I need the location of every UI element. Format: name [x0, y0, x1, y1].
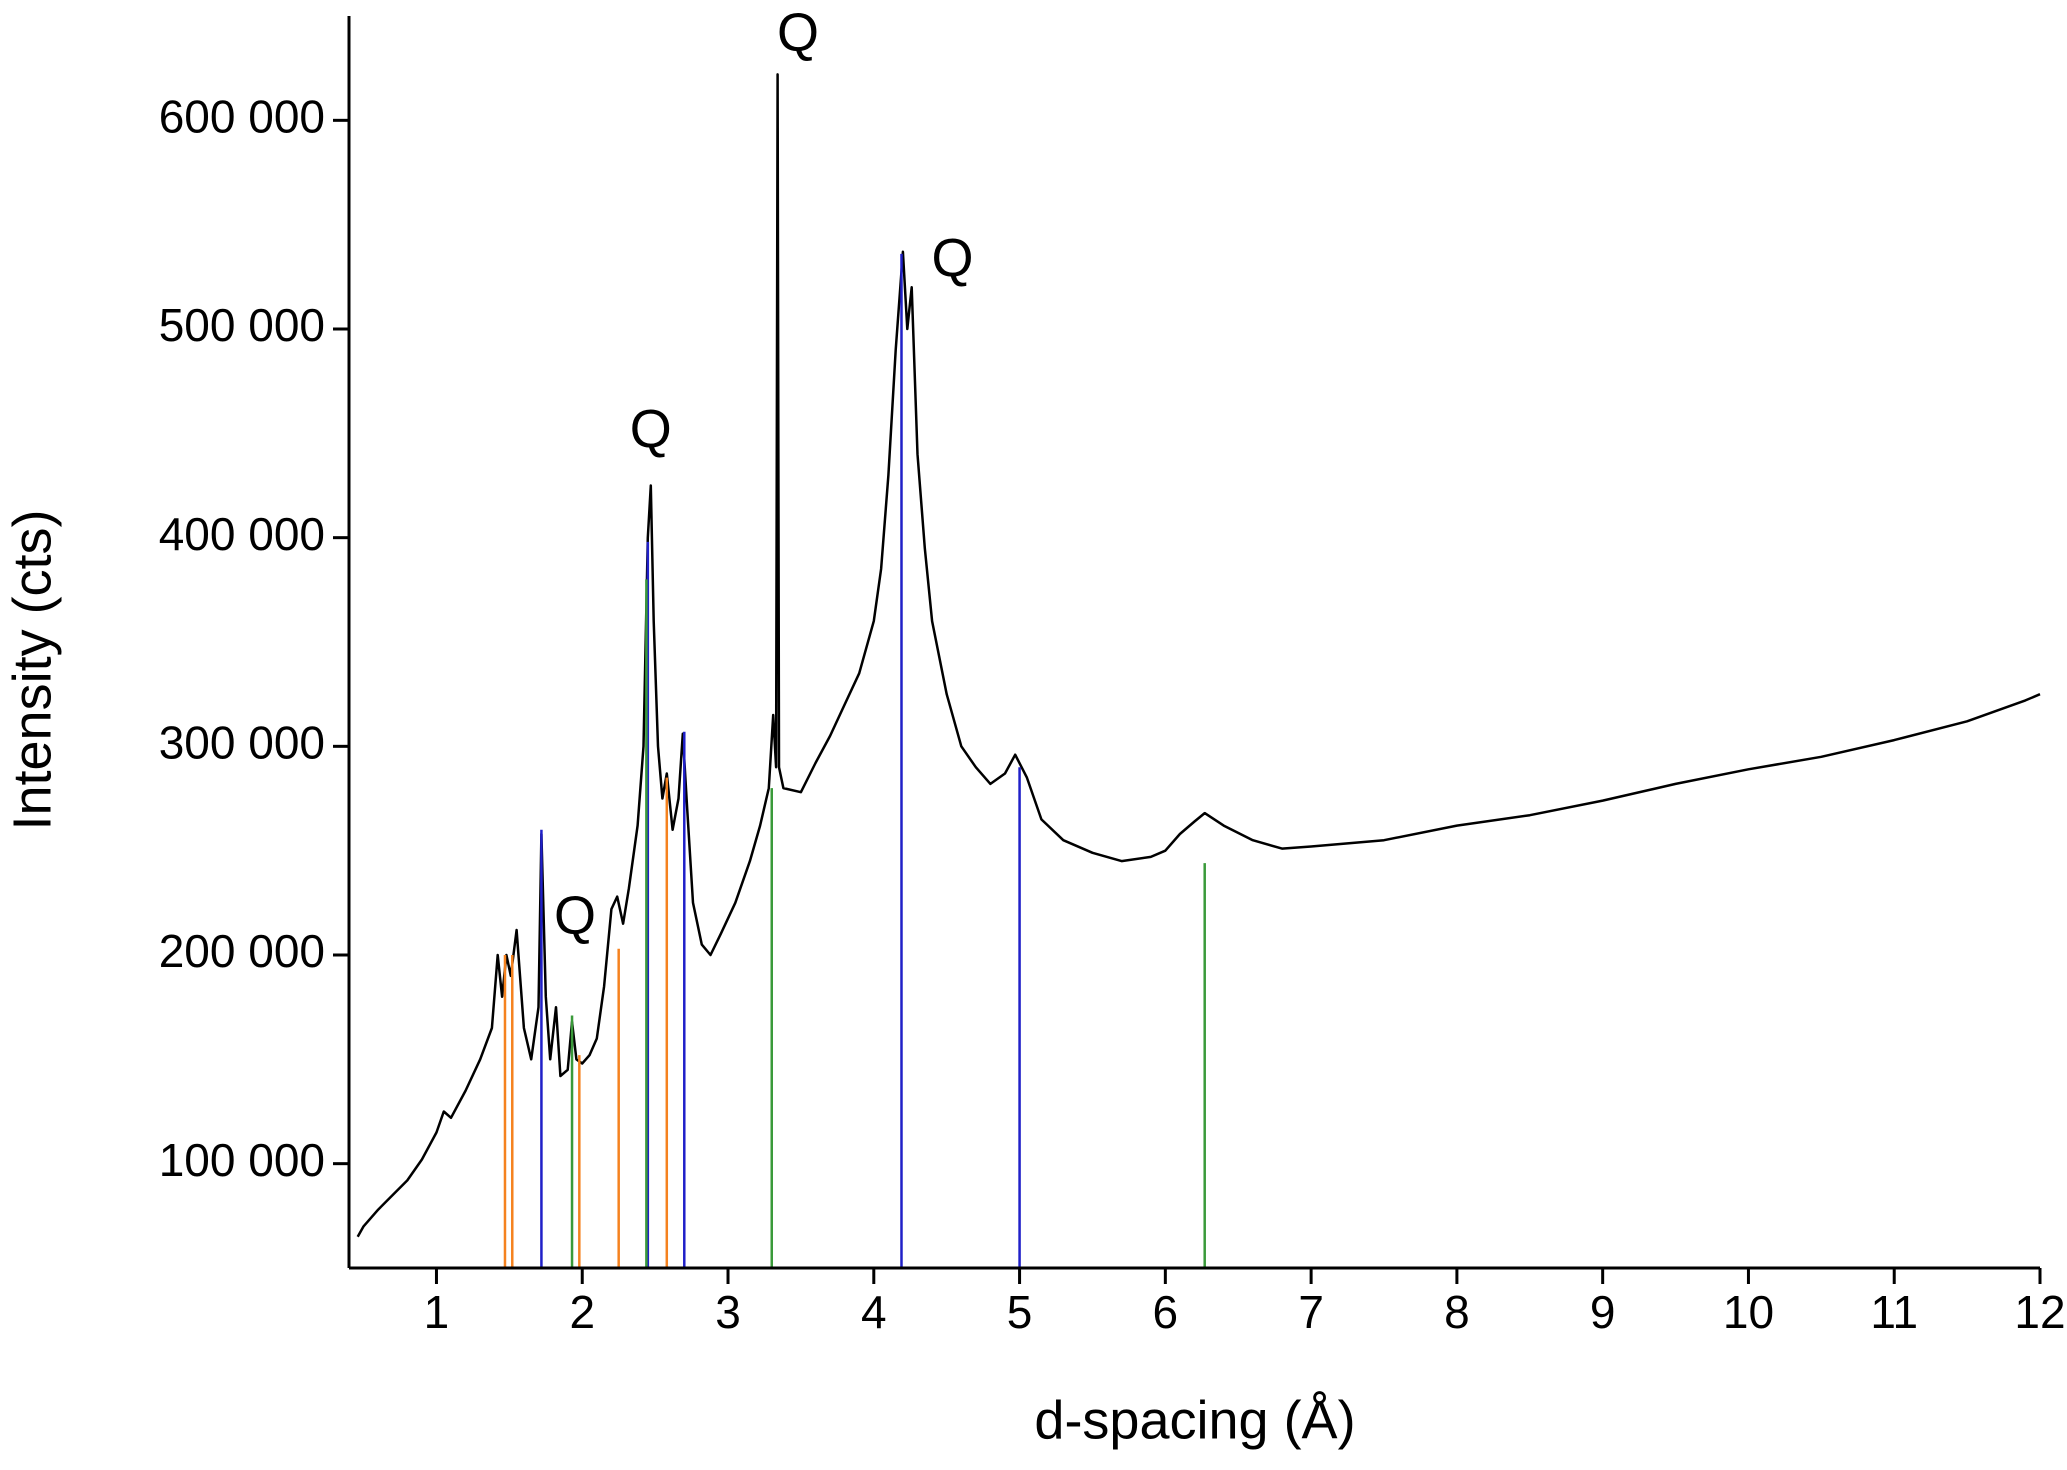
x-axis-title: d-spacing (Å) — [1034, 1390, 1355, 1450]
x-tick-label: 2 — [569, 1286, 595, 1338]
x-tick-label: 3 — [715, 1286, 741, 1338]
x-tick-label: 1 — [424, 1286, 450, 1338]
x-tick-label: 12 — [2014, 1286, 2065, 1338]
annotation: Q — [777, 3, 819, 63]
x-tick-label: 10 — [1723, 1286, 1774, 1338]
x-tick-label: 8 — [1444, 1286, 1470, 1338]
data-line — [356, 73, 2041, 1238]
x-tick-label: 6 — [1153, 1286, 1179, 1338]
y-tick-label: 100 000 — [159, 1134, 325, 1186]
x-tick-label: 5 — [1007, 1286, 1033, 1338]
y-axis-title: Intensity (cts) — [2, 509, 62, 830]
x-tick-label: 4 — [861, 1286, 887, 1338]
y-tick-label: 400 000 — [159, 508, 325, 560]
annotation: Q — [932, 228, 974, 288]
x-tick-label: 7 — [1298, 1286, 1324, 1338]
x-tick-label: 11 — [1870, 1286, 1918, 1338]
annotation: Q — [554, 886, 596, 946]
y-tick-label: 500 000 — [159, 299, 325, 351]
annotation: Q — [630, 400, 672, 460]
x-tick-label: 9 — [1590, 1286, 1616, 1338]
y-tick-label: 300 000 — [159, 716, 325, 768]
y-tick-label: 600 000 — [159, 90, 325, 142]
y-tick-label: 200 000 — [159, 925, 325, 977]
